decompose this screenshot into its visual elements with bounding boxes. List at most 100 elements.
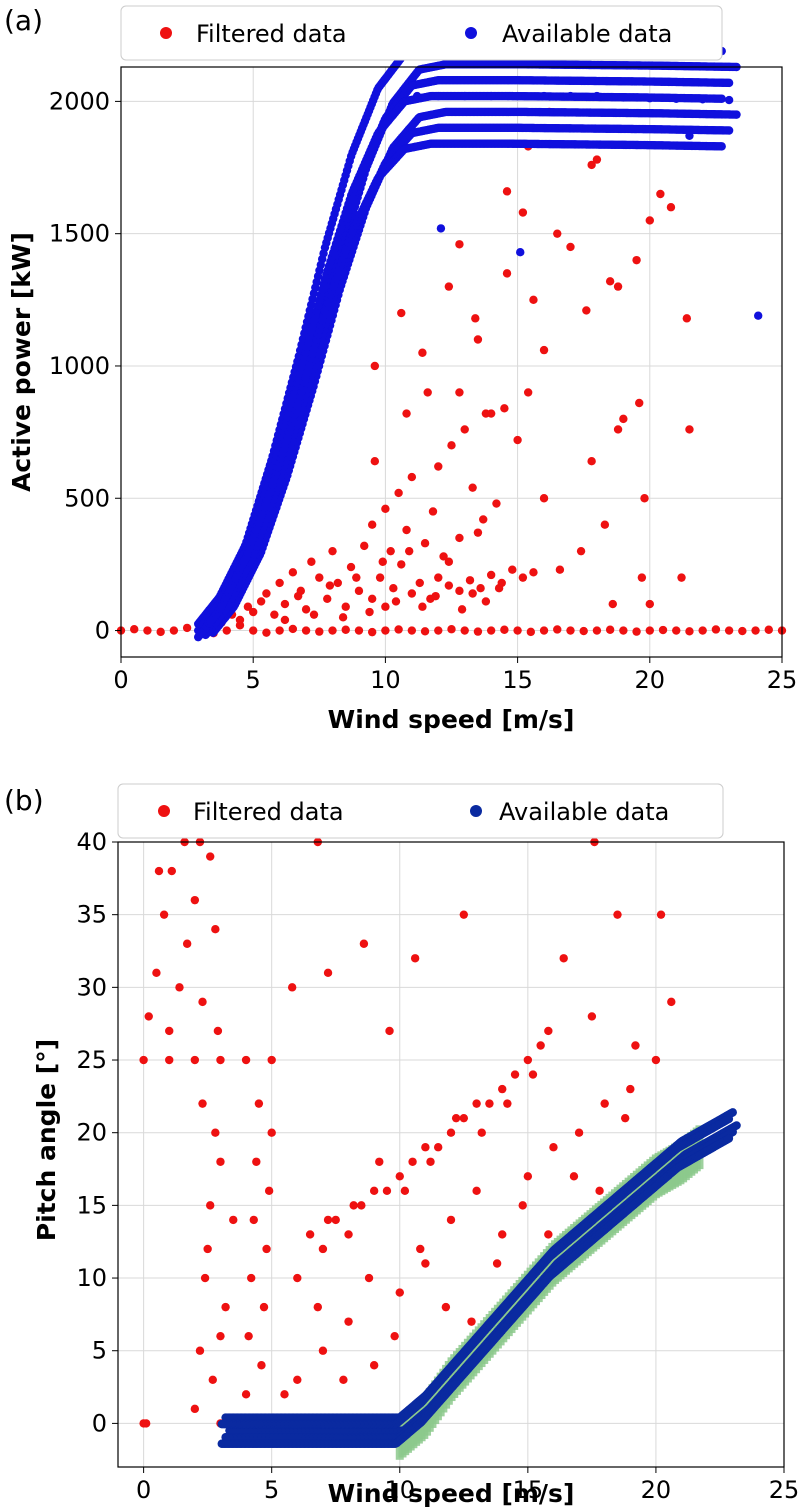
data-point-filtered [391, 597, 401, 606]
data-point-filtered [455, 586, 464, 596]
data-point-filtered [400, 1186, 410, 1196]
data-point-filtered [631, 1041, 640, 1050]
data-point-filtered [211, 925, 220, 934]
data-point-filtered [315, 627, 324, 636]
data-point-filtered [539, 626, 549, 635]
data-point-filtered [473, 627, 483, 636]
data-point-filtered [494, 584, 504, 593]
data-point-filtered [637, 573, 647, 582]
data-point-filtered [523, 1055, 533, 1065]
data-point-filtered [367, 594, 377, 603]
data-point-filtered [459, 910, 469, 919]
y-tick-label: 1000 [49, 352, 110, 380]
data-point-filtered [502, 269, 512, 278]
data-point-filtered [592, 155, 602, 164]
data-point-filtered [323, 968, 333, 978]
data-point-filtered [656, 189, 665, 199]
data-point-filtered [360, 541, 369, 551]
data-point-filtered [195, 1346, 205, 1355]
x-tick-label: 25 [767, 666, 798, 694]
data-point-filtered [421, 1259, 430, 1268]
data-point-filtered [418, 348, 427, 357]
data-point-filtered [190, 895, 200, 905]
data-point-filtered [486, 570, 496, 580]
data-point-filtered [468, 589, 477, 598]
data-point-filtered [267, 1055, 276, 1065]
data-point-filtered [167, 866, 176, 876]
data-point-filtered [369, 1361, 379, 1370]
data-point-filtered [381, 504, 390, 514]
data-point-filtered [468, 483, 477, 492]
data-point-filtered [190, 1055, 200, 1065]
data-point-filtered [536, 1041, 545, 1050]
data-point-filtered [605, 625, 615, 634]
panel-a-label: (a) [4, 4, 43, 37]
data-point-filtered [460, 425, 469, 434]
data-point-filtered [344, 1317, 353, 1326]
data-point-available [436, 224, 446, 233]
data-point-filtered [386, 546, 395, 556]
data-point-filtered [764, 625, 773, 634]
data-point-filtered [313, 1302, 322, 1312]
data-point-available [592, 91, 602, 101]
data-point-filtered [529, 295, 538, 305]
data-point-filtered [270, 610, 279, 619]
data-point-filtered [367, 627, 377, 637]
data-point-filtered [685, 425, 694, 434]
data-point-filtered [539, 494, 549, 503]
data-point-filtered [198, 997, 207, 1007]
data-point-filtered [331, 1215, 340, 1225]
data-point-filtered [441, 1302, 451, 1312]
data-point-filtered [433, 1143, 443, 1152]
data-point-filtered [447, 441, 456, 450]
data-point-filtered [523, 1172, 533, 1181]
data-point-available [539, 91, 549, 101]
data-point-filtered [476, 584, 485, 593]
data-point-filtered [420, 627, 430, 636]
data-point-filtered [394, 625, 403, 634]
data-point-filtered [213, 1026, 223, 1036]
data-point-filtered [397, 560, 406, 569]
data-point-filtered [513, 626, 522, 635]
data-point-filtered [216, 1157, 225, 1166]
data-point-filtered [254, 1099, 264, 1108]
data-point-filtered [471, 314, 480, 323]
data-point-filtered [339, 1375, 348, 1384]
data-point-available [434, 91, 443, 101]
data-point-filtered [592, 626, 602, 635]
panel-a-y-axis-label: Active power [kW] [7, 232, 36, 492]
data-point-available [645, 94, 654, 103]
data-point-filtered [423, 388, 432, 397]
data-point-filtered [619, 414, 628, 424]
data-point-filtered [305, 1230, 315, 1239]
data-point-filtered [498, 1230, 507, 1239]
data-point-filtered [486, 626, 496, 635]
data-point-filtered [444, 557, 454, 566]
data-point-filtered [257, 1361, 266, 1370]
data-point-filtered [444, 282, 454, 291]
data-point-filtered [672, 626, 681, 635]
data-point-filtered [216, 1055, 225, 1065]
data-point-filtered [175, 983, 184, 992]
data-point-filtered [559, 954, 568, 963]
panel-a-legend-box [120, 5, 723, 61]
data-point-filtered [518, 573, 528, 582]
data-point-filtered [446, 1128, 456, 1137]
data-point-filtered [169, 626, 179, 635]
data-point-filtered [626, 1084, 635, 1094]
panel-b-points [139, 837, 741, 1460]
data-point-filtered [539, 345, 549, 355]
data-point-filtered [394, 488, 403, 498]
data-point-filtered [645, 626, 654, 635]
data-point-available [460, 91, 469, 101]
data-point-filtered [323, 594, 332, 603]
data-point-filtered [280, 615, 290, 625]
data-point-filtered [247, 1273, 256, 1283]
data-point-filtered [632, 627, 641, 636]
y-tick-label: 2000 [49, 87, 110, 115]
data-point-filtered [677, 573, 686, 582]
data-point-filtered [473, 335, 483, 344]
